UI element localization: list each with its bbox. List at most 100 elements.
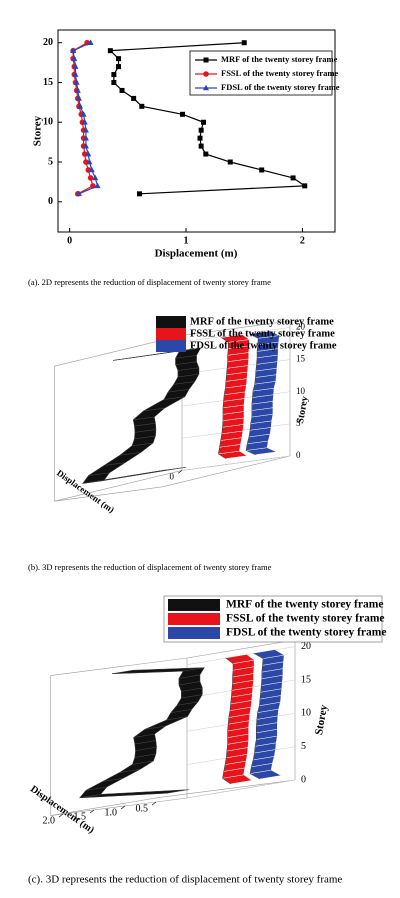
grid-line <box>181 455 291 471</box>
caption: (a). 2D represents the reduction of disp… <box>28 277 271 287</box>
y-tick-label: 15 <box>43 77 53 88</box>
x-tick <box>89 809 95 814</box>
legend-swatch <box>168 613 220 625</box>
marker <box>73 79 80 85</box>
marker <box>82 126 89 133</box>
pane-edge <box>50 797 159 816</box>
marker <box>87 39 94 46</box>
marker <box>111 79 117 85</box>
x-tick-label: 1 <box>184 235 189 246</box>
marker <box>71 55 78 61</box>
marker <box>74 87 81 93</box>
marker <box>259 167 265 173</box>
marker <box>88 166 95 173</box>
grid-line <box>181 327 291 343</box>
legend-label: MRF of the twenty storey frame <box>226 599 383 611</box>
ribbon-edge <box>249 652 264 780</box>
x-tick <box>177 470 183 474</box>
marker <box>139 103 145 109</box>
legend-label: FSSL of the twenty storey frame <box>190 328 335 339</box>
ribbon-edge <box>245 333 259 455</box>
marker <box>198 127 204 133</box>
legend-label: FSSL of the twenty storey frame <box>226 613 385 625</box>
marker <box>136 191 142 197</box>
marker <box>85 150 92 157</box>
z-tick-label: 15 <box>296 354 306 364</box>
marker <box>131 95 137 101</box>
z-tick-label: 5 <box>301 741 306 752</box>
marker <box>180 111 186 117</box>
x-tick-label: 0 <box>170 471 175 481</box>
marker <box>75 95 82 101</box>
marker <box>87 175 94 181</box>
marker <box>72 71 79 77</box>
x-axis-title: Displacement (m) <box>155 248 238 260</box>
marker <box>75 190 82 197</box>
marker <box>198 143 204 149</box>
pane-edge <box>162 455 291 488</box>
x-tick-label: 2 <box>300 235 305 246</box>
legend-swatch <box>156 340 186 352</box>
marker <box>116 64 122 70</box>
pane-edge <box>54 486 163 502</box>
marker <box>82 142 89 149</box>
legend-swatch <box>156 328 186 340</box>
legend-label: MRF of the twenty storey frame <box>190 316 334 327</box>
marker <box>77 103 84 109</box>
marker <box>203 84 209 91</box>
y-tick-label: 10 <box>43 117 53 128</box>
z-tick-label: 10 <box>296 386 306 396</box>
marker <box>197 135 203 141</box>
legend-label: FDSL of the twenty storey frame <box>226 627 386 639</box>
z-axis-title: Storey <box>295 395 311 424</box>
x-tick <box>120 805 126 810</box>
x-tick-label: 0 <box>67 235 72 246</box>
marker <box>119 87 125 93</box>
y-tick-label: 0 <box>48 196 53 207</box>
legend-swatch <box>168 599 220 611</box>
x-tick <box>151 801 157 806</box>
legend-label: MRF of the twenty storey frame <box>221 54 338 64</box>
ribbon-edge <box>79 670 184 799</box>
marker <box>111 72 117 78</box>
y-axis-title: Storey <box>32 115 44 146</box>
marker <box>92 174 99 181</box>
z-tick-label: 15 <box>301 674 311 685</box>
pane-edge <box>54 470 183 502</box>
marker <box>86 158 93 165</box>
legend-swatch <box>168 627 220 639</box>
ribbon-edge <box>222 657 234 785</box>
marker <box>203 71 209 77</box>
marker <box>200 119 206 125</box>
legend-swatch <box>156 316 186 328</box>
legend-label: FDSL of the twenty storey frame <box>190 340 337 351</box>
x-tick-label: 1.5 <box>74 811 87 822</box>
plot-frame <box>57 29 336 233</box>
marker <box>94 182 101 189</box>
z-axis-title: Storey <box>313 703 330 735</box>
marker <box>203 57 209 63</box>
marker <box>107 48 113 54</box>
marker <box>290 175 296 181</box>
x-tick-label: 0.5 <box>136 803 149 814</box>
ribbon-edge <box>218 337 229 459</box>
marker <box>81 118 88 125</box>
marker <box>241 40 247 46</box>
ribbon-face <box>144 716 188 730</box>
x-tick <box>58 813 64 818</box>
z-tick-label: 10 <box>301 708 311 719</box>
pane-edge <box>181 320 291 336</box>
x-tick-label: 2.0 <box>43 815 56 826</box>
marker <box>203 151 209 157</box>
x-tick-label: 1.0 <box>105 807 118 818</box>
caption: (c). 3D represents the reduction of disp… <box>28 874 342 886</box>
z-tick-label: 20 <box>296 321 306 331</box>
marker <box>116 56 122 62</box>
grid-line <box>186 779 296 799</box>
marker <box>70 47 77 53</box>
z-tick-label: 5 <box>296 418 301 428</box>
legend-label: FDSL of the twenty storey frame <box>221 82 340 92</box>
y-tick-label: 20 <box>43 37 53 48</box>
caption: (b). 3D represents the reduction of disp… <box>28 562 272 572</box>
